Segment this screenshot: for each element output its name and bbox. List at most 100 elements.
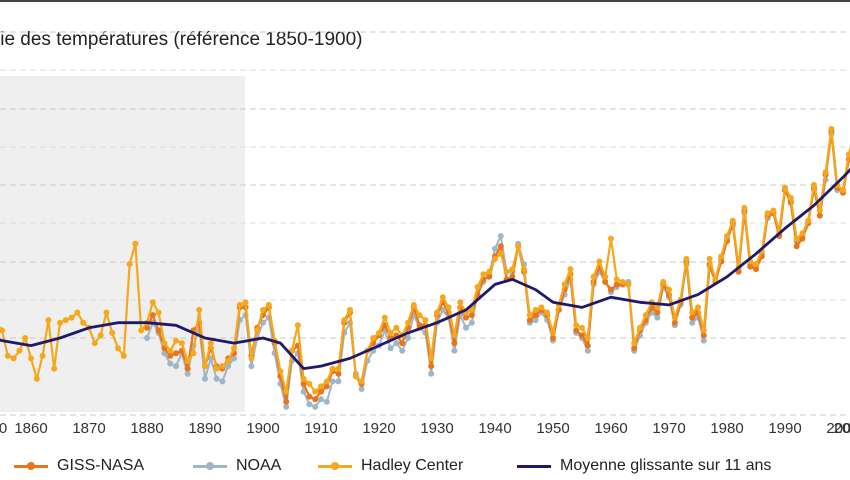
data-point-hadley-center — [799, 230, 806, 237]
data-point-hadley-center — [486, 268, 493, 275]
data-point-noaa — [144, 335, 150, 341]
legend-swatch-moving-average — [517, 459, 551, 473]
data-point-noaa — [300, 388, 307, 395]
x-tick-label: 1950 — [536, 420, 569, 437]
legend-item-giss: GISS-NASA — [14, 455, 144, 477]
x-tick-label-partial: 20 — [834, 420, 850, 437]
data-point-hadley-center — [260, 306, 266, 313]
data-point-noaa — [231, 355, 237, 362]
data-point-noaa — [312, 403, 319, 410]
data-point-noaa — [173, 363, 179, 370]
data-point-noaa — [492, 245, 498, 252]
series-line-hadley-center — [0, 127, 850, 393]
data-point-hadley-center — [10, 355, 17, 362]
data-point-hadley-center — [376, 329, 382, 336]
data-point-hadley-center — [457, 299, 464, 306]
data-point-hadley-center — [579, 324, 585, 331]
data-point-giss-nasa — [451, 340, 458, 347]
data-point-hadley-center — [236, 301, 243, 308]
legend-label-noaa: NOAA — [236, 457, 282, 474]
data-point-hadley-center — [74, 309, 81, 316]
data-point-noaa — [260, 319, 266, 326]
data-point-noaa — [184, 370, 191, 377]
data-point-giss-nasa — [816, 212, 823, 219]
data-point-giss-nasa — [300, 380, 307, 387]
gridlines — [0, 31, 850, 416]
data-point-hadley-center — [416, 312, 423, 319]
data-point-hadley-center — [584, 335, 591, 341]
data-point-noaa — [654, 314, 661, 321]
data-point-hadley-center — [683, 255, 690, 262]
data-point-giss-nasa — [579, 332, 585, 339]
data-point-hadley-center — [567, 266, 574, 273]
data-point-hadley-center — [254, 327, 261, 334]
series-moyenne-glissante-sur-11-ans — [0, 167, 850, 371]
data-point-hadley-center — [439, 294, 446, 301]
data-point-hadley-center — [428, 355, 435, 362]
data-point-hadley-center — [115, 345, 121, 352]
data-point-giss-nasa — [526, 317, 533, 324]
data-point-hadley-center — [613, 276, 620, 283]
legend-item-noaa: NOAA — [193, 455, 281, 477]
data-point-giss-nasa — [335, 370, 342, 377]
data-point-noaa — [306, 401, 313, 408]
data-point-hadley-center — [51, 365, 58, 372]
data-point-hadley-center — [434, 309, 440, 316]
data-point-giss-nasa — [173, 350, 179, 357]
data-point-hadley-center — [631, 340, 638, 347]
data-point-hadley-center — [138, 327, 145, 334]
data-point-noaa — [428, 370, 435, 377]
data-point-hadley-center — [387, 329, 394, 336]
legend-label-moving-average: Moyenne glissante sur 11 ans — [560, 457, 772, 474]
data-point-hadley-center — [68, 314, 75, 321]
data-point-giss-nasa — [318, 388, 324, 395]
legend-label-giss: GISS-NASA — [57, 457, 145, 474]
data-point-giss-nasa — [416, 322, 423, 329]
data-point-hadley-center — [329, 365, 336, 372]
data-point-hadley-center — [532, 306, 539, 313]
series-hadley-center — [0, 125, 850, 395]
data-point-hadley-center — [480, 271, 487, 278]
data-point-hadley-center — [526, 312, 533, 319]
data-point-giss-nasa — [602, 278, 609, 285]
data-point-hadley-center — [550, 329, 556, 336]
data-point-hadley-center — [4, 352, 11, 359]
data-point-noaa — [219, 378, 226, 385]
data-point-hadley-center — [764, 210, 771, 217]
data-point-giss-nasa — [700, 332, 707, 339]
data-point-noaa — [405, 335, 411, 341]
x-tick-label: 1910 — [304, 420, 337, 437]
data-point-hadley-center — [782, 184, 788, 191]
series-layer — [0, 125, 850, 410]
data-point-noaa — [318, 396, 324, 403]
data-point-hadley-center — [741, 204, 748, 211]
data-point-hadley-center — [805, 217, 812, 224]
chart-title: lie des températures (référence 1850-190… — [0, 29, 363, 50]
data-point-hadley-center — [335, 365, 342, 372]
data-point-hadley-center — [770, 207, 777, 214]
x-tick-label: 1920 — [362, 420, 395, 437]
data-point-giss-nasa — [532, 312, 539, 319]
data-point-hadley-center — [619, 278, 626, 285]
x-tick-label: 1880 — [130, 420, 163, 437]
data-point-noaa — [689, 319, 696, 326]
data-point-hadley-center — [352, 373, 359, 380]
data-point-hadley-center — [213, 365, 220, 372]
legend-item-moving-average: Moyenne glissante sur 11 ans — [517, 455, 771, 477]
x-tick-label: 1930 — [420, 420, 453, 437]
data-point-hadley-center — [120, 352, 127, 359]
data-point-noaa — [207, 355, 214, 362]
data-point-giss-nasa — [155, 327, 162, 334]
data-point-hadley-center — [149, 299, 156, 306]
data-point-hadley-center — [729, 217, 736, 224]
data-point-giss-nasa — [399, 340, 406, 347]
data-point-hadley-center — [718, 253, 725, 260]
data-point-hadley-center — [840, 187, 846, 194]
data-point-giss-nasa — [486, 273, 493, 280]
data-point-hadley-center — [724, 233, 730, 239]
data-point-noaa — [387, 345, 394, 352]
data-point-hadley-center — [312, 388, 319, 395]
x-tick-label: 1870 — [72, 420, 105, 437]
data-point-hadley-center — [358, 378, 365, 385]
data-point-giss-nasa — [613, 281, 620, 288]
